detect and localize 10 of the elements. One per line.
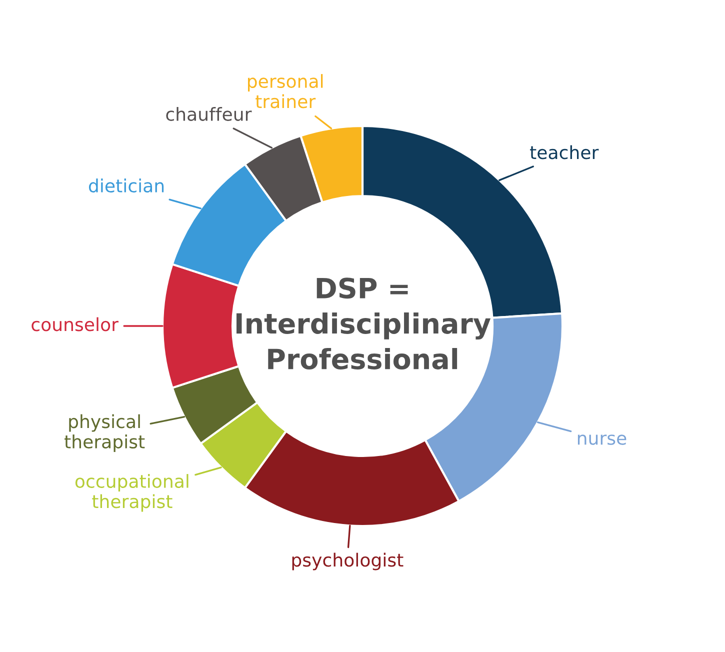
slice-label: physical therapist [64, 414, 145, 452]
slice-label: dietician [88, 178, 164, 193]
slice-label: occupational therapist [75, 474, 188, 512]
slice-label: teacher [530, 145, 599, 160]
slice-label: chauffeur [166, 106, 252, 121]
slice-label: nurse [578, 434, 626, 445]
slice-label: psychologist [292, 552, 404, 570]
slice-label: personal trainer [248, 74, 323, 108]
text: DSP = Interdisciplinary Professional [236, 278, 491, 370]
slice-label: counselor [32, 317, 118, 332]
